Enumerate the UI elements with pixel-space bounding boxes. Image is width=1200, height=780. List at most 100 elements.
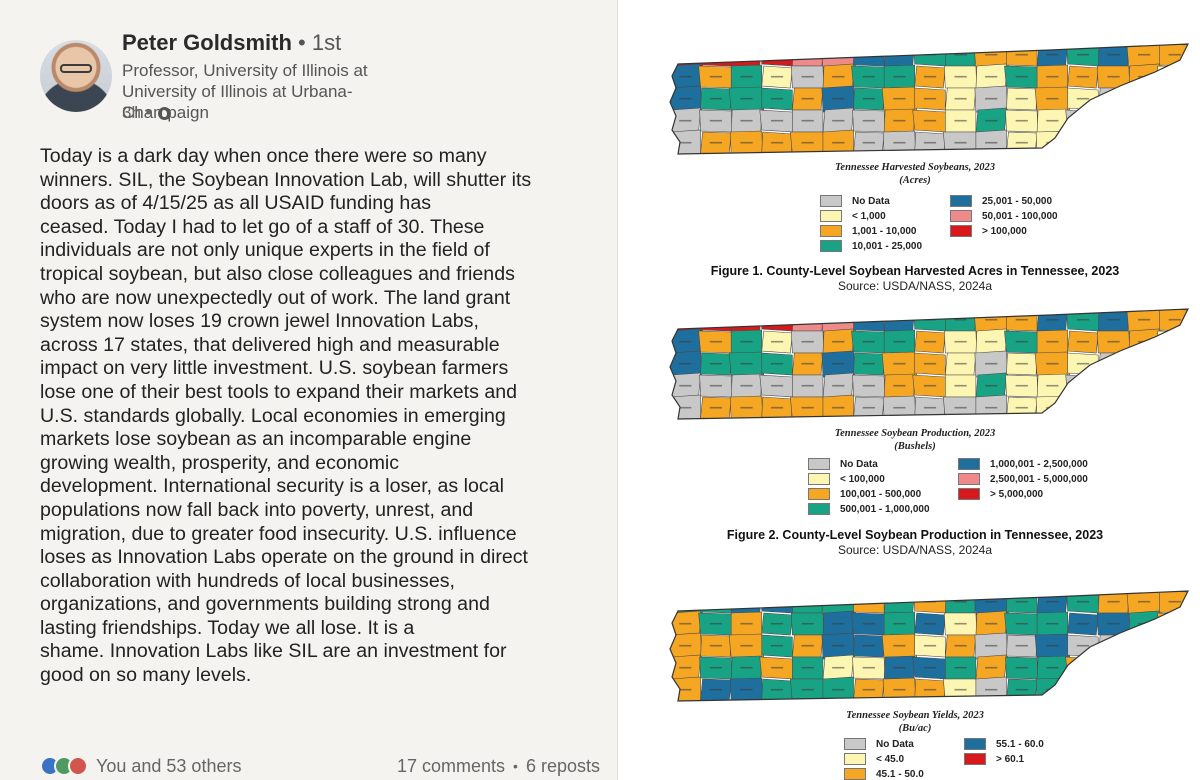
county-label-mark	[801, 362, 814, 365]
county-label-mark	[985, 600, 998, 603]
legend-swatch	[964, 738, 986, 750]
county-label-mark	[923, 97, 937, 100]
author-name[interactable]: Peter Goldsmith	[122, 30, 292, 55]
county-label-mark	[740, 119, 753, 122]
author-line: Peter Goldsmith • 1st	[122, 30, 341, 56]
county-label-mark	[1107, 119, 1120, 122]
county-label-mark	[1138, 688, 1151, 691]
county-shape	[1095, 396, 1132, 419]
county-shape	[1128, 328, 1160, 356]
legend-unit-acres: (Acres)	[899, 175, 931, 186]
county-label-mark	[770, 53, 784, 56]
county-label-mark	[832, 53, 845, 56]
county-label-mark	[1107, 340, 1120, 343]
county-label-mark	[832, 318, 845, 321]
county-shape	[1127, 632, 1161, 660]
county-shape	[1065, 109, 1101, 133]
figure-1-caption: Figure 1. County-Level Soybean Harvested…	[710, 264, 1120, 278]
county-shape	[760, 309, 794, 332]
county-shape	[1128, 676, 1160, 701]
county-shape	[1067, 131, 1099, 154]
county-label-mark	[1015, 318, 1028, 321]
county-label-mark	[1076, 406, 1090, 409]
county-label-mark	[1046, 75, 1059, 78]
county-shape	[1127, 85, 1161, 113]
legend-label: 1,001 - 10,000	[852, 225, 917, 237]
county-label-mark	[985, 141, 998, 144]
county-label-mark	[1107, 362, 1120, 365]
county-label-mark	[1046, 384, 1059, 387]
county-label-mark	[770, 666, 784, 669]
county-label-mark	[862, 340, 875, 343]
county-label-mark	[709, 666, 722, 669]
county-label-mark	[985, 406, 998, 409]
legend-label: 25,001 - 50,000	[982, 195, 1053, 207]
legend-swatch	[950, 210, 972, 222]
county-label-mark	[740, 666, 753, 669]
county-label-mark	[801, 75, 814, 78]
legend-label: 45.1 - 50.0	[876, 768, 924, 780]
county-shape	[730, 44, 763, 68]
county-label-mark	[1015, 141, 1028, 144]
county-label-mark	[679, 53, 692, 56]
county-label-mark	[740, 644, 753, 647]
legend-label: < 45.0	[876, 753, 905, 765]
county-label-mark	[862, 600, 875, 603]
legend-swatch	[820, 225, 842, 237]
legend-title-yields: Tennessee Soybean Yields, 2023	[846, 710, 984, 721]
county-label-mark	[893, 340, 906, 343]
county-shape	[1128, 63, 1160, 91]
reaction-icons[interactable]	[40, 756, 88, 776]
county-label-mark	[862, 384, 875, 387]
tennessee-production-map	[650, 303, 1190, 421]
county-label-mark	[985, 644, 998, 647]
county-label-mark	[1015, 362, 1028, 365]
county-shape	[1158, 656, 1188, 680]
legend-swatch	[844, 768, 866, 780]
legend-swatch	[844, 738, 866, 750]
legend-acres: No Data < 1,000 1,001 - 10,000 10,001 - 25,…	[820, 195, 1080, 255]
county-label-mark	[1107, 666, 1120, 669]
county-label-mark	[709, 384, 722, 387]
county-label-mark	[740, 340, 753, 343]
legend-production: No Data < 100,000 100,001 - 500,000 500,001…	[808, 458, 1108, 518]
figure-1-source: Source: USDA/NASS, 2024a	[837, 279, 993, 293]
legend-swatch	[958, 458, 980, 470]
county-shape	[1159, 87, 1188, 111]
county-group	[670, 44, 1188, 154]
figure-2-source: Source: USDA/NASS, 2024a	[837, 543, 993, 557]
county-label-mark	[923, 666, 937, 669]
reposts-count[interactable]: 6 reposts	[525, 755, 600, 776]
county-label-mark	[1107, 600, 1120, 603]
county-label-mark	[679, 318, 692, 321]
county-label-mark	[954, 362, 967, 365]
county-label-mark	[954, 141, 967, 144]
county-label-mark	[709, 141, 722, 144]
county-label-mark	[923, 644, 937, 647]
county-shape	[1157, 65, 1188, 89]
county-label-mark	[862, 622, 875, 625]
legend-title-acres: Tennessee Harvested Soybeans, 2023	[834, 162, 996, 173]
county-label-mark	[832, 141, 845, 144]
county-label-mark	[801, 600, 814, 603]
county-map-acres	[669, 43, 1189, 155]
county-label-mark	[954, 53, 967, 56]
county-label-mark	[923, 141, 937, 144]
county-label-mark	[1107, 75, 1120, 78]
county-label-mark	[801, 688, 814, 691]
county-label-mark	[679, 340, 692, 343]
county-label-mark	[1046, 600, 1059, 603]
county-label-mark	[1168, 119, 1181, 122]
county-label-mark	[709, 53, 722, 56]
comments-count[interactable]: 17 comments	[397, 755, 506, 776]
county-label-mark	[1076, 340, 1090, 343]
support-icon	[68, 756, 88, 776]
county-label-mark	[1015, 688, 1028, 691]
author-avatar[interactable]	[40, 40, 112, 112]
county-label-mark	[1138, 644, 1151, 647]
legend-swatch	[844, 753, 866, 765]
figure-panel: Tennessee Harvested Soybeans, 2023 (Acre…	[630, 0, 1200, 780]
reactions-count[interactable]: You and 53 others	[96, 755, 242, 776]
county-label-mark	[1046, 340, 1059, 343]
county-label-mark	[1138, 318, 1151, 321]
